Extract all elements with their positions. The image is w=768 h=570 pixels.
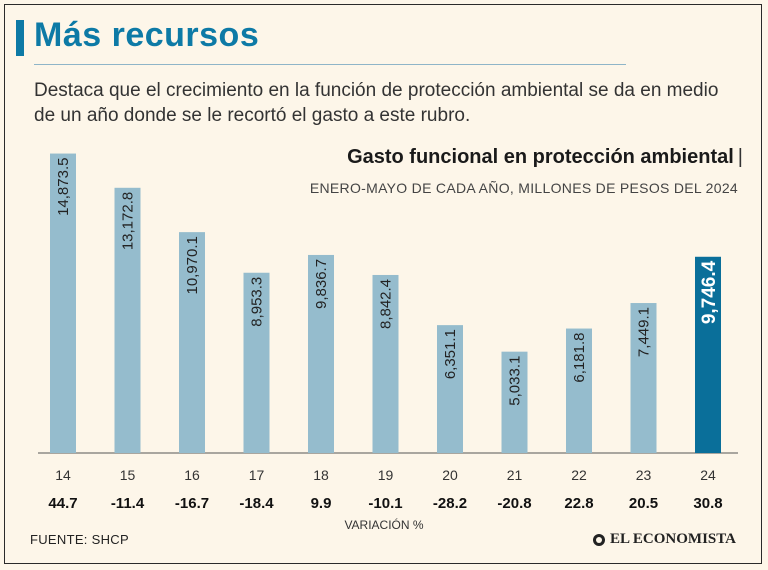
x-tick-label: 16 [184,467,200,483]
bar-value-label: 14,873.5 [55,158,72,216]
variation-value: 22.8 [564,495,593,512]
bar-23 [630,303,657,453]
page-title: Más recursos [34,16,260,54]
variation-value: 20.5 [629,495,658,512]
bar-value-label: 6,181.8 [571,333,588,383]
x-tick-label: 24 [700,467,716,483]
variation-value: -28.2 [433,495,467,512]
brand-icon [593,533,605,546]
bar-18 [308,254,334,453]
variation-value: -10.1 [368,495,402,512]
bar-22 [566,328,592,453]
variation-value: 30.8 [693,495,722,512]
chart-title: Gasto funcional en protección ambiental | [347,146,743,169]
variation-value: 44.7 [48,495,77,512]
variation-value: 9.9 [311,495,332,512]
bar-value-label: 9,836.7 [313,259,330,309]
bar-15 [114,187,141,453]
x-tick-label: 15 [120,467,136,483]
bar-21 [501,351,528,453]
bar-16 [179,232,205,453]
page-subtitle: Destaca que el crecimiento en la función… [34,80,719,126]
bar-20 [437,325,463,453]
variation-axis-label: VARIACIÓN % [344,517,423,532]
bar-value-label: 9,746.4 [699,260,720,324]
variation-value: -18.4 [239,495,274,512]
x-tick-label: 23 [636,467,652,483]
variation-value: -20.8 [497,495,531,512]
bar-17 [243,272,270,453]
title-accent-bar [16,20,24,56]
x-tick-label: 22 [571,467,587,483]
variation-value: -16.7 [175,495,209,512]
bar-value-label: 6,351.1 [442,329,459,379]
brand-name: EL ECONOMISTA [610,531,736,547]
variation-value: -11.4 [111,495,145,512]
chart-title-separator: | [737,146,743,168]
x-tick-label: 18 [313,467,329,483]
source-note: FUENTE: SHCP [30,532,129,547]
x-tick-label: 21 [507,467,523,483]
bar-24 [695,256,721,453]
bar-value-label: 5,033.1 [507,356,524,406]
chart-subtitle: ENERO-MAYO DE CADA AÑO, MILLONES DE PESO… [309,180,738,196]
x-tick-label: 20 [442,467,458,483]
title-divider [34,64,626,65]
brand-logo: EL ECONOMISTA [593,531,736,548]
bar-value-label: 8,953.3 [249,277,266,327]
bar-value-label: 10,970.1 [184,236,201,294]
x-tick-label: 14 [55,467,71,483]
bar-value-label: 13,172.8 [120,192,137,250]
x-tick-label: 19 [378,467,394,483]
bar-value-label: 7,449.1 [636,307,653,357]
bar-14 [50,153,76,453]
chart-title-text: Gasto funcional en protección ambiental [347,146,734,168]
bar-value-label: 8,842.4 [378,279,395,329]
chart-frame [4,4,762,564]
x-tick-label: 17 [249,467,265,483]
bar-19 [372,274,399,453]
